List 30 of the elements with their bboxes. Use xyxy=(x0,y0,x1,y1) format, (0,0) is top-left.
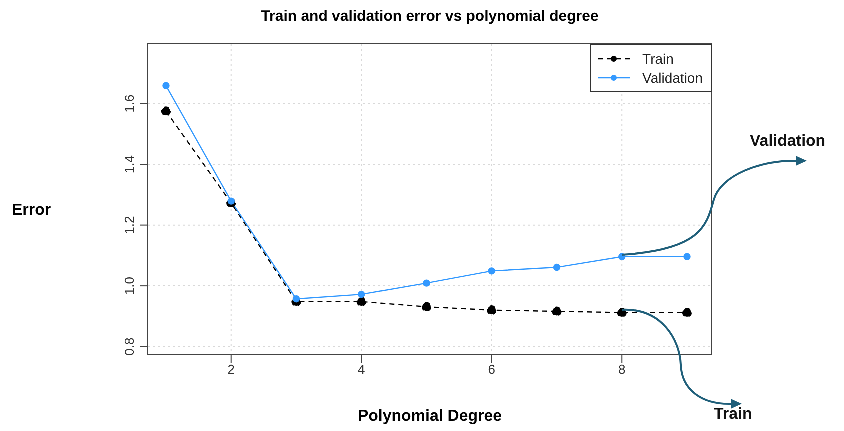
chart-title: Train and validation error vs polynomial degree xyxy=(260,8,600,25)
y-tick-label: 0.8 xyxy=(122,338,137,356)
point xyxy=(422,302,432,312)
y-axis-title: Error xyxy=(12,202,52,220)
y-tick-label: 1.6 xyxy=(122,94,137,113)
x-tick-label: 2 xyxy=(228,362,235,378)
point xyxy=(684,253,691,260)
x-tick-label: 4 xyxy=(358,362,366,378)
text: Train xyxy=(714,406,752,424)
point xyxy=(228,198,235,205)
legend-label: Validation xyxy=(642,70,703,86)
point xyxy=(552,306,562,316)
legend-label: Train xyxy=(642,50,674,66)
y-tick-label: 1.4 xyxy=(122,156,137,174)
y-tick-label: 1.2 xyxy=(122,216,137,234)
point xyxy=(682,308,692,318)
point xyxy=(356,297,366,307)
point xyxy=(292,296,300,303)
y-tick-label: 1.0 xyxy=(122,277,137,296)
x-tick-label: 8 xyxy=(618,362,626,378)
point xyxy=(553,264,561,272)
point xyxy=(162,82,170,90)
point xyxy=(423,280,430,287)
x-axis-title: Polynomial Degree xyxy=(356,408,504,426)
x-tick-label: 6 xyxy=(488,362,496,378)
point xyxy=(488,268,496,275)
point xyxy=(161,106,172,116)
text: Validation xyxy=(750,133,826,151)
point xyxy=(487,306,497,316)
point xyxy=(358,290,366,298)
